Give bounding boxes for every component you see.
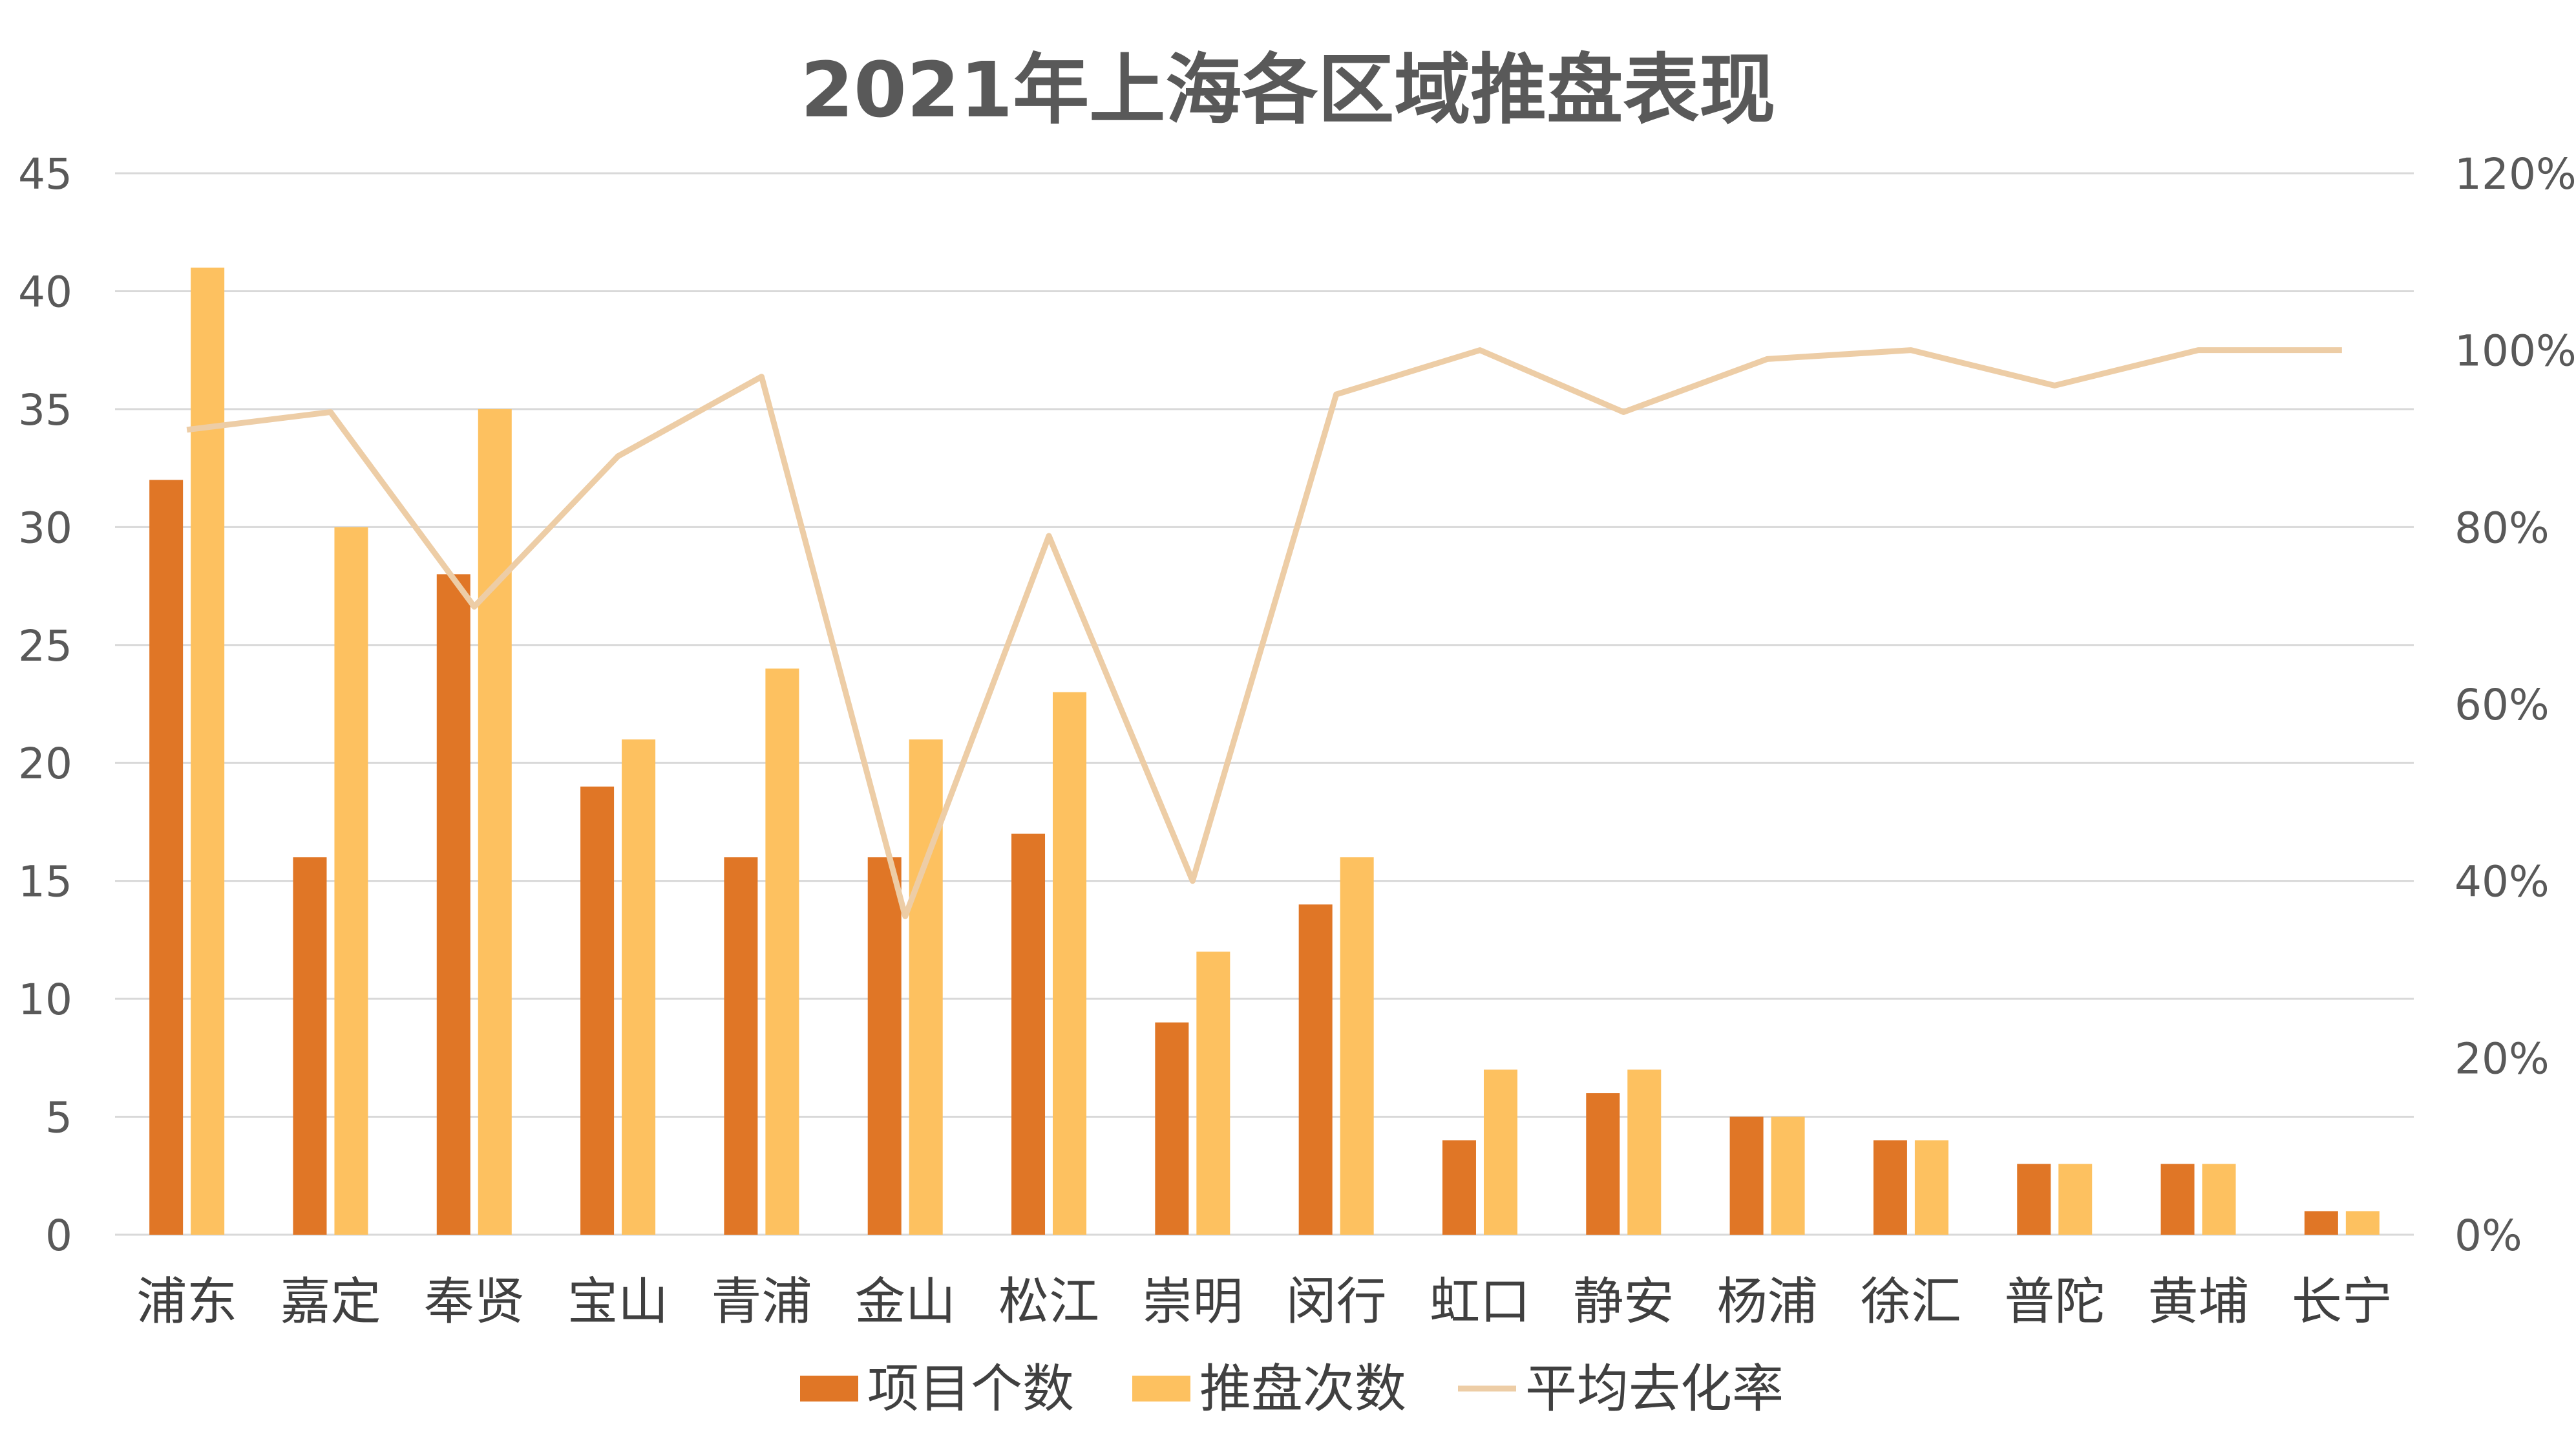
- legend-label-launches: 推盘次数: [1199, 1359, 1406, 1419]
- category-label: 静安: [1573, 1273, 1674, 1331]
- bar-projects: [1586, 1093, 1620, 1235]
- bar-launches: [1196, 952, 1230, 1235]
- bar-projects: [2017, 1164, 2051, 1235]
- legend-label-projects: 项目个数: [867, 1359, 1074, 1419]
- legend: 项目个数 推盘次数 平均去化率: [800, 1359, 1784, 1419]
- category-label: 黄埔: [2148, 1273, 2249, 1331]
- bar-projects: [1873, 1140, 1907, 1235]
- left-tick-label: 15: [18, 857, 72, 907]
- left-tick-label: 40: [18, 267, 72, 317]
- bars: [149, 267, 2380, 1235]
- left-tick-label: 5: [45, 1093, 72, 1143]
- bar-launches: [2058, 1164, 2093, 1235]
- bar-projects: [293, 857, 327, 1235]
- left-tick-label: 35: [18, 385, 72, 435]
- bar-projects: [2160, 1164, 2195, 1235]
- category-labels: 浦东 嘉定 奉贤 宝山 青浦 金山 松江 崇明 闵行 虹口 静安 杨浦 徐汇 普陀 黄埔 长宁: [136, 1273, 2392, 1331]
- right-tick-label: 80%: [2455, 503, 2550, 553]
- right-tick-label: 0%: [2455, 1211, 2522, 1261]
- rate-line: [186, 347, 2342, 919]
- category-label: 普陀: [2004, 1273, 2105, 1331]
- category-label: 金山: [855, 1273, 956, 1331]
- bar-projects: [2304, 1211, 2338, 1235]
- category-label: 长宁: [2292, 1273, 2392, 1331]
- right-tick-label: 40%: [2455, 857, 2550, 907]
- bar-projects: [149, 480, 184, 1235]
- category-label: 松江: [998, 1273, 1099, 1331]
- bar-projects: [1155, 1022, 1189, 1235]
- right-axis-ticks: 0% 20% 40% 60% 80% 100% 120%: [2455, 149, 2576, 1261]
- bar-launches: [1771, 1116, 1805, 1235]
- rate-line-path: [186, 347, 2342, 919]
- left-tick-label: 45: [18, 149, 72, 199]
- category-label: 浦东: [136, 1273, 237, 1331]
- legend-label-rate: 平均去化率: [1525, 1359, 1784, 1419]
- bar-launches: [909, 739, 943, 1235]
- left-tick-label: 30: [18, 503, 72, 553]
- legend-swatch-launches: [1132, 1376, 1190, 1402]
- category-label: 徐汇: [1861, 1273, 1961, 1331]
- category-label: 奉贤: [424, 1273, 525, 1331]
- right-tick-label: 20%: [2455, 1034, 2550, 1083]
- bar-launches: [1053, 692, 1087, 1235]
- bar-projects: [1442, 1140, 1476, 1235]
- chart-title: 2021年上海各区域推盘表现: [801, 45, 1775, 134]
- bar-projects: [580, 786, 615, 1235]
- bar-projects: [436, 574, 470, 1235]
- left-tick-label: 25: [18, 621, 72, 671]
- bar-launches: [191, 267, 225, 1235]
- bar-launches: [1627, 1069, 1662, 1235]
- bar-launches: [1914, 1140, 1948, 1235]
- left-tick-label: 0: [45, 1211, 72, 1261]
- bar-launches: [2345, 1211, 2380, 1235]
- bar-projects: [1298, 904, 1333, 1235]
- category-label: 闵行: [1286, 1273, 1387, 1331]
- left-axis-ticks: 0 5 10 15 20 25 30 35 40 45: [18, 149, 72, 1261]
- category-label: 虹口: [1430, 1273, 1530, 1331]
- bar-launches: [622, 739, 656, 1235]
- category-label: 青浦: [711, 1273, 812, 1331]
- legend-swatch-projects: [800, 1376, 858, 1402]
- category-label: 崇明: [1142, 1273, 1243, 1331]
- bar-projects: [724, 857, 758, 1235]
- bar-launches: [334, 527, 368, 1235]
- bar-launches: [1483, 1069, 1517, 1235]
- bar-launches: [1340, 857, 1374, 1235]
- left-tick-label: 10: [18, 975, 72, 1025]
- category-label: 嘉定: [280, 1273, 381, 1331]
- bar-launches: [478, 409, 512, 1235]
- right-tick-label: 120%: [2455, 149, 2576, 199]
- bar-projects: [1729, 1116, 1764, 1235]
- right-tick-label: 100%: [2455, 326, 2576, 376]
- category-label: 杨浦: [1717, 1273, 1818, 1331]
- bar-projects: [867, 857, 902, 1235]
- category-label: 宝山: [567, 1273, 668, 1331]
- bar-launches: [2202, 1164, 2236, 1235]
- right-tick-label: 60%: [2455, 680, 2550, 730]
- bar-launches: [765, 668, 799, 1235]
- left-tick-label: 20: [18, 739, 72, 789]
- bar-projects: [1011, 833, 1046, 1235]
